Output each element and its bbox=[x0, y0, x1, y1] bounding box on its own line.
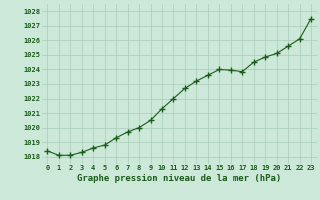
X-axis label: Graphe pression niveau de la mer (hPa): Graphe pression niveau de la mer (hPa) bbox=[77, 174, 281, 183]
